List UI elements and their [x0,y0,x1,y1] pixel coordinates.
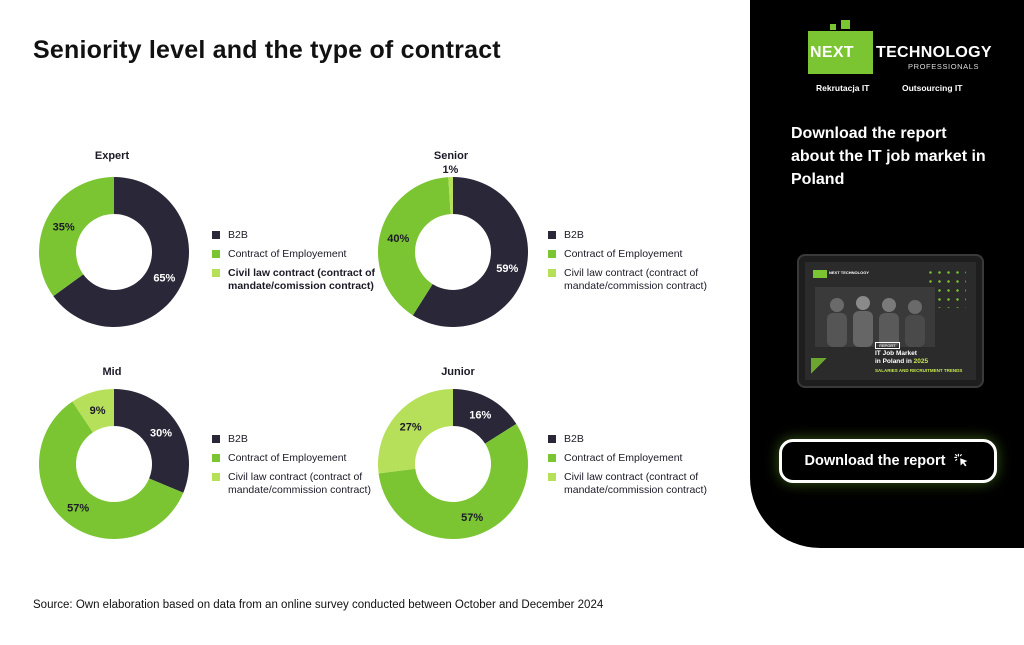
slice-junior-b2b [453,389,517,444]
label-junior-employment: 57% [461,512,483,524]
legend-mid: B2B Contract of Employement Civil law co… [212,433,382,503]
legend-swatch [212,269,220,277]
label-junior-b2b: 16% [469,409,491,421]
legend-item-civil-law: Civil law contract (contract of mandate/… [548,471,718,497]
label-expert-b2b: 65% [153,273,175,285]
corner-accent [811,358,827,374]
label-senior-civil-law: 1% [442,164,458,176]
slice-senior-employment [377,177,451,316]
tag-outsourcing: Outsourcing IT [902,83,963,93]
legend-swatch [548,473,556,481]
cover-line-3: SALARIES AND RECRUITMENT TRENDS [875,368,963,373]
legend-item-b2b: B2B [212,229,382,242]
tag-recruitment: Rekrutacja IT [816,83,870,93]
legend-swatch [548,435,556,443]
legend-item-civil-law: Civil law contract (contract of mandate/… [212,471,382,497]
legend-swatch [548,269,556,277]
cover-line-1: IT Job Market [875,350,917,357]
cta-text: Download the report about the IT job mar… [791,125,986,188]
slice-junior-civil-law [378,389,453,474]
chart-title-senior: Senior [433,150,469,162]
legend-item-employment: Contract of Employement [548,452,718,465]
label-junior-civil-law: 27% [400,422,422,434]
download-report-button[interactable]: Download the report [779,439,997,483]
promo-panel: NEXT TECHNOLOGY PROFESSIONALS Rekrutacja… [750,0,1024,548]
legend-item-employment: Contract of Employement [548,248,718,261]
legend-junior: B2B Contract of Employement Civil law co… [548,433,718,503]
mini-logo [813,270,827,278]
legend-swatch [212,435,220,443]
legend-item-b2b: B2B [212,433,382,446]
legend-swatch [548,454,556,462]
download-report-label: Download the report [804,453,946,469]
slice-mid-civil-law [72,389,114,433]
logo-technology-text: TECHNOLOGY [876,44,992,61]
legend-item-civil-law: Civil law contract (contract of mandate/… [548,267,718,293]
slice-mid-employment [39,401,184,539]
label-senior-employment: 40% [387,233,409,245]
slice-senior-civil-law [448,177,453,215]
label-senior-b2b: 59% [496,263,518,275]
logo-pixel [830,24,836,30]
legend-expert: B2B Contract of Employement Civil law co… [212,229,382,299]
source-note: Source: Own elaboration based on data fr… [33,599,604,611]
legend-item-b2b: B2B [548,229,718,242]
cursor-click-icon [954,453,968,467]
report-badge: REPORT [875,342,900,349]
legend-swatch [212,231,220,239]
legend-item-civil-law: Civil law contract (contract of mandate/… [212,267,382,293]
slice-expert-employment [39,177,114,297]
slice-senior-b2b [412,177,528,327]
label-expert-employment: 35% [53,221,75,233]
logo-pixel [841,20,850,29]
legend-swatch [548,231,556,239]
slice-mid-b2b [114,389,189,493]
logo-box [808,31,873,74]
legend-swatch [212,454,220,462]
legend-swatch [212,473,220,481]
legend-item-employment: Contract of Employement [212,452,382,465]
logo-next-text: NEXT [810,44,854,61]
label-mid-b2b: 30% [150,428,172,440]
label-mid-employment: 57% [67,503,89,515]
page-title: Seniority level and the type of contract [33,36,501,64]
legend-swatch [548,250,556,258]
cover-line-2: in Poland in 2025 [875,358,929,365]
tablet-screen: NEXT TECHNOLOGY REPORT IT Job Market in … [805,262,976,380]
slice-junior-employment [378,423,529,540]
mini-logo-text: NEXT TECHNOLOGY [829,270,870,275]
report-cover-image[interactable]: NEXT TECHNOLOGY REPORT IT Job Market in … [797,254,984,388]
chart-title-mid: Mid [102,366,122,378]
legend-item-employment: Contract of Employement [212,248,382,261]
legend-item-b2b: B2B [548,433,718,446]
label-mid-civil-law: 9% [90,405,106,417]
legend-swatch [212,250,220,258]
slice-expert-b2b [53,177,189,327]
legend-senior: B2B Contract of Employement Civil law co… [548,229,718,299]
logo-professionals-text: PROFESSIONALS [908,62,980,71]
donut-charts: 65% 35% 59% 40% 1% 30% 57% 9% 16% 57% 27% [39,164,529,540]
people-photo [815,287,935,347]
chart-title-junior: Junior [441,366,475,378]
chart-title-expert: Expert [94,150,130,162]
